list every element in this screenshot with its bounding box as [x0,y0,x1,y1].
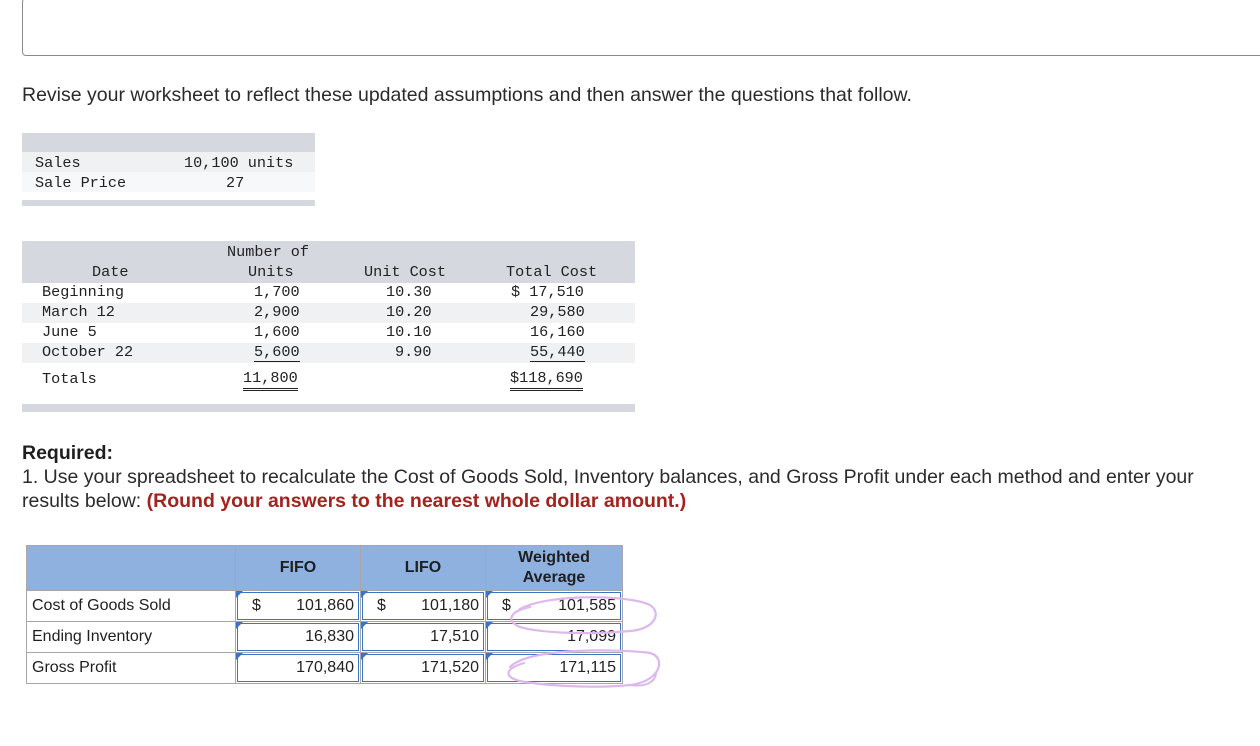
totals-units: 11,800 [243,369,298,391]
wa-cogs-value: 101,585 [558,597,616,614]
row-unit-cost: 10.20 [386,303,432,321]
inventory-table: Date Number of Units Unit Cost Total Cos… [22,241,635,412]
table-row: March 12 2,900 10.20 29,580 [22,303,635,323]
wa-ending-inventory-value: 17,099 [567,628,616,645]
dollar-sign: $ [502,597,511,614]
wa-gross-profit-value: 171,115 [559,659,616,676]
fifo-gross-profit-input[interactable]: 170,840 [235,652,361,684]
wa-gross-profit-input[interactable]: 171,115 [485,652,623,684]
row-units: 1,700 [254,283,300,301]
dollar-sign: $ [252,597,261,614]
row-date: June 5 [42,323,97,341]
row-date: March 12 [42,303,115,321]
row-total-cost: 16,160 [530,323,585,341]
header-units-line1: Number of [227,243,310,261]
inventory-header: Date Number of Units Unit Cost Total Cos… [22,241,635,283]
header-units-line2: Units [248,263,294,281]
header-wa-line2: Average [522,569,586,586]
sale-price-value: 27 [226,174,245,192]
row-date: October 22 [42,343,134,361]
sales-assumptions-table: Sales 10,100 units Sale Price 27 [22,133,315,206]
table-row: Cost of Goods Sold $101,860 $101,180 $10… [26,590,623,622]
fifo-ending-inventory-input[interactable]: 16,830 [235,621,361,653]
row-unit-cost: 10.10 [386,323,432,341]
sales-label: Sales [35,154,81,172]
header-weighted-average: Weighted Average [485,545,623,591]
row-total-cost: 55,440 [530,343,585,362]
table-row: Beginning 1,700 10.30 $ 17,510 [22,283,635,303]
totals-total-cost: $118,690 [510,369,583,391]
row-label-ending-inventory: Ending Inventory [26,621,236,653]
header-lifo: LIFO [360,545,486,591]
row-date: Beginning [42,283,125,301]
totals-row: Totals 11,800 $118,690 [22,363,635,393]
header-blank [26,545,236,591]
answer-table: FIFO LIFO Weighted Average Cost of Goods… [26,545,623,684]
wa-ending-inventory-input[interactable]: 17,099 [485,621,623,653]
sale-price-label: Sale Price [35,174,127,192]
rounding-note: (Round your answers to the nearest whole… [146,490,687,512]
lifo-gross-profit-input[interactable]: 171,520 [360,652,486,684]
answer-header-row: FIFO LIFO Weighted Average [26,545,623,591]
fifo-cogs-input[interactable]: $101,860 [235,590,361,622]
sales-value: 10,100 units [184,154,294,172]
header-wa-line1: Weighted [518,549,590,566]
row-total-cost: 29,580 [530,303,585,321]
totals-label: Totals [42,370,97,388]
row-units: 1,600 [254,323,300,341]
answer-text-area[interactable] [22,0,1260,56]
header-total-cost: Total Cost [506,263,598,281]
lifo-ending-inventory-value: 17,510 [430,628,479,645]
row-units: 5,600 [254,343,300,362]
lifo-cogs-input[interactable]: $101,180 [360,590,486,622]
fifo-cogs-value: 101,860 [296,597,354,614]
required-text: 1. Use your spreadsheet to recalculate t… [22,466,1194,512]
header-date: Date [92,263,129,281]
required-section: Required: 1. Use your spreadsheet to rec… [22,441,1242,513]
required-heading: Required: [22,442,114,464]
row-label-gross-profit: Gross Profit [26,652,236,684]
wa-cogs-input[interactable]: $101,585 [485,590,623,622]
lifo-cogs-value: 101,180 [421,597,479,614]
table-row: Gross Profit 170,840 171,520 171,115 [26,652,623,684]
row-unit-cost: 10.30 [386,283,432,301]
sales-row: Sales 10,100 units [22,152,315,172]
required-instruction: 1. Use your spreadsheet to recalculate t… [22,465,1242,513]
row-label-cogs: Cost of Goods Sold [26,590,236,622]
fifo-gross-profit-value: 170,840 [296,659,354,676]
header-unit-cost: Unit Cost [364,263,447,281]
table-row: October 22 5,600 9.90 55,440 [22,343,635,363]
lifo-ending-inventory-input[interactable]: 17,510 [360,621,486,653]
row-unit-cost: 9.90 [395,343,432,361]
header-fifo: FIFO [235,545,361,591]
dollar-sign: $ [377,597,386,614]
table-row: Ending Inventory 16,830 17,510 17,099 [26,621,623,653]
row-units: 2,900 [254,303,300,321]
row-total-cost: $ 17,510 [511,283,584,301]
instructions-text: Revise your worksheet to reflect these u… [22,84,912,106]
table-row: June 5 1,600 10.10 16,160 [22,323,635,343]
fifo-ending-inventory-value: 16,830 [305,628,354,645]
lifo-gross-profit-value: 171,520 [421,659,479,676]
sale-price-row: Sale Price 27 [22,172,315,192]
